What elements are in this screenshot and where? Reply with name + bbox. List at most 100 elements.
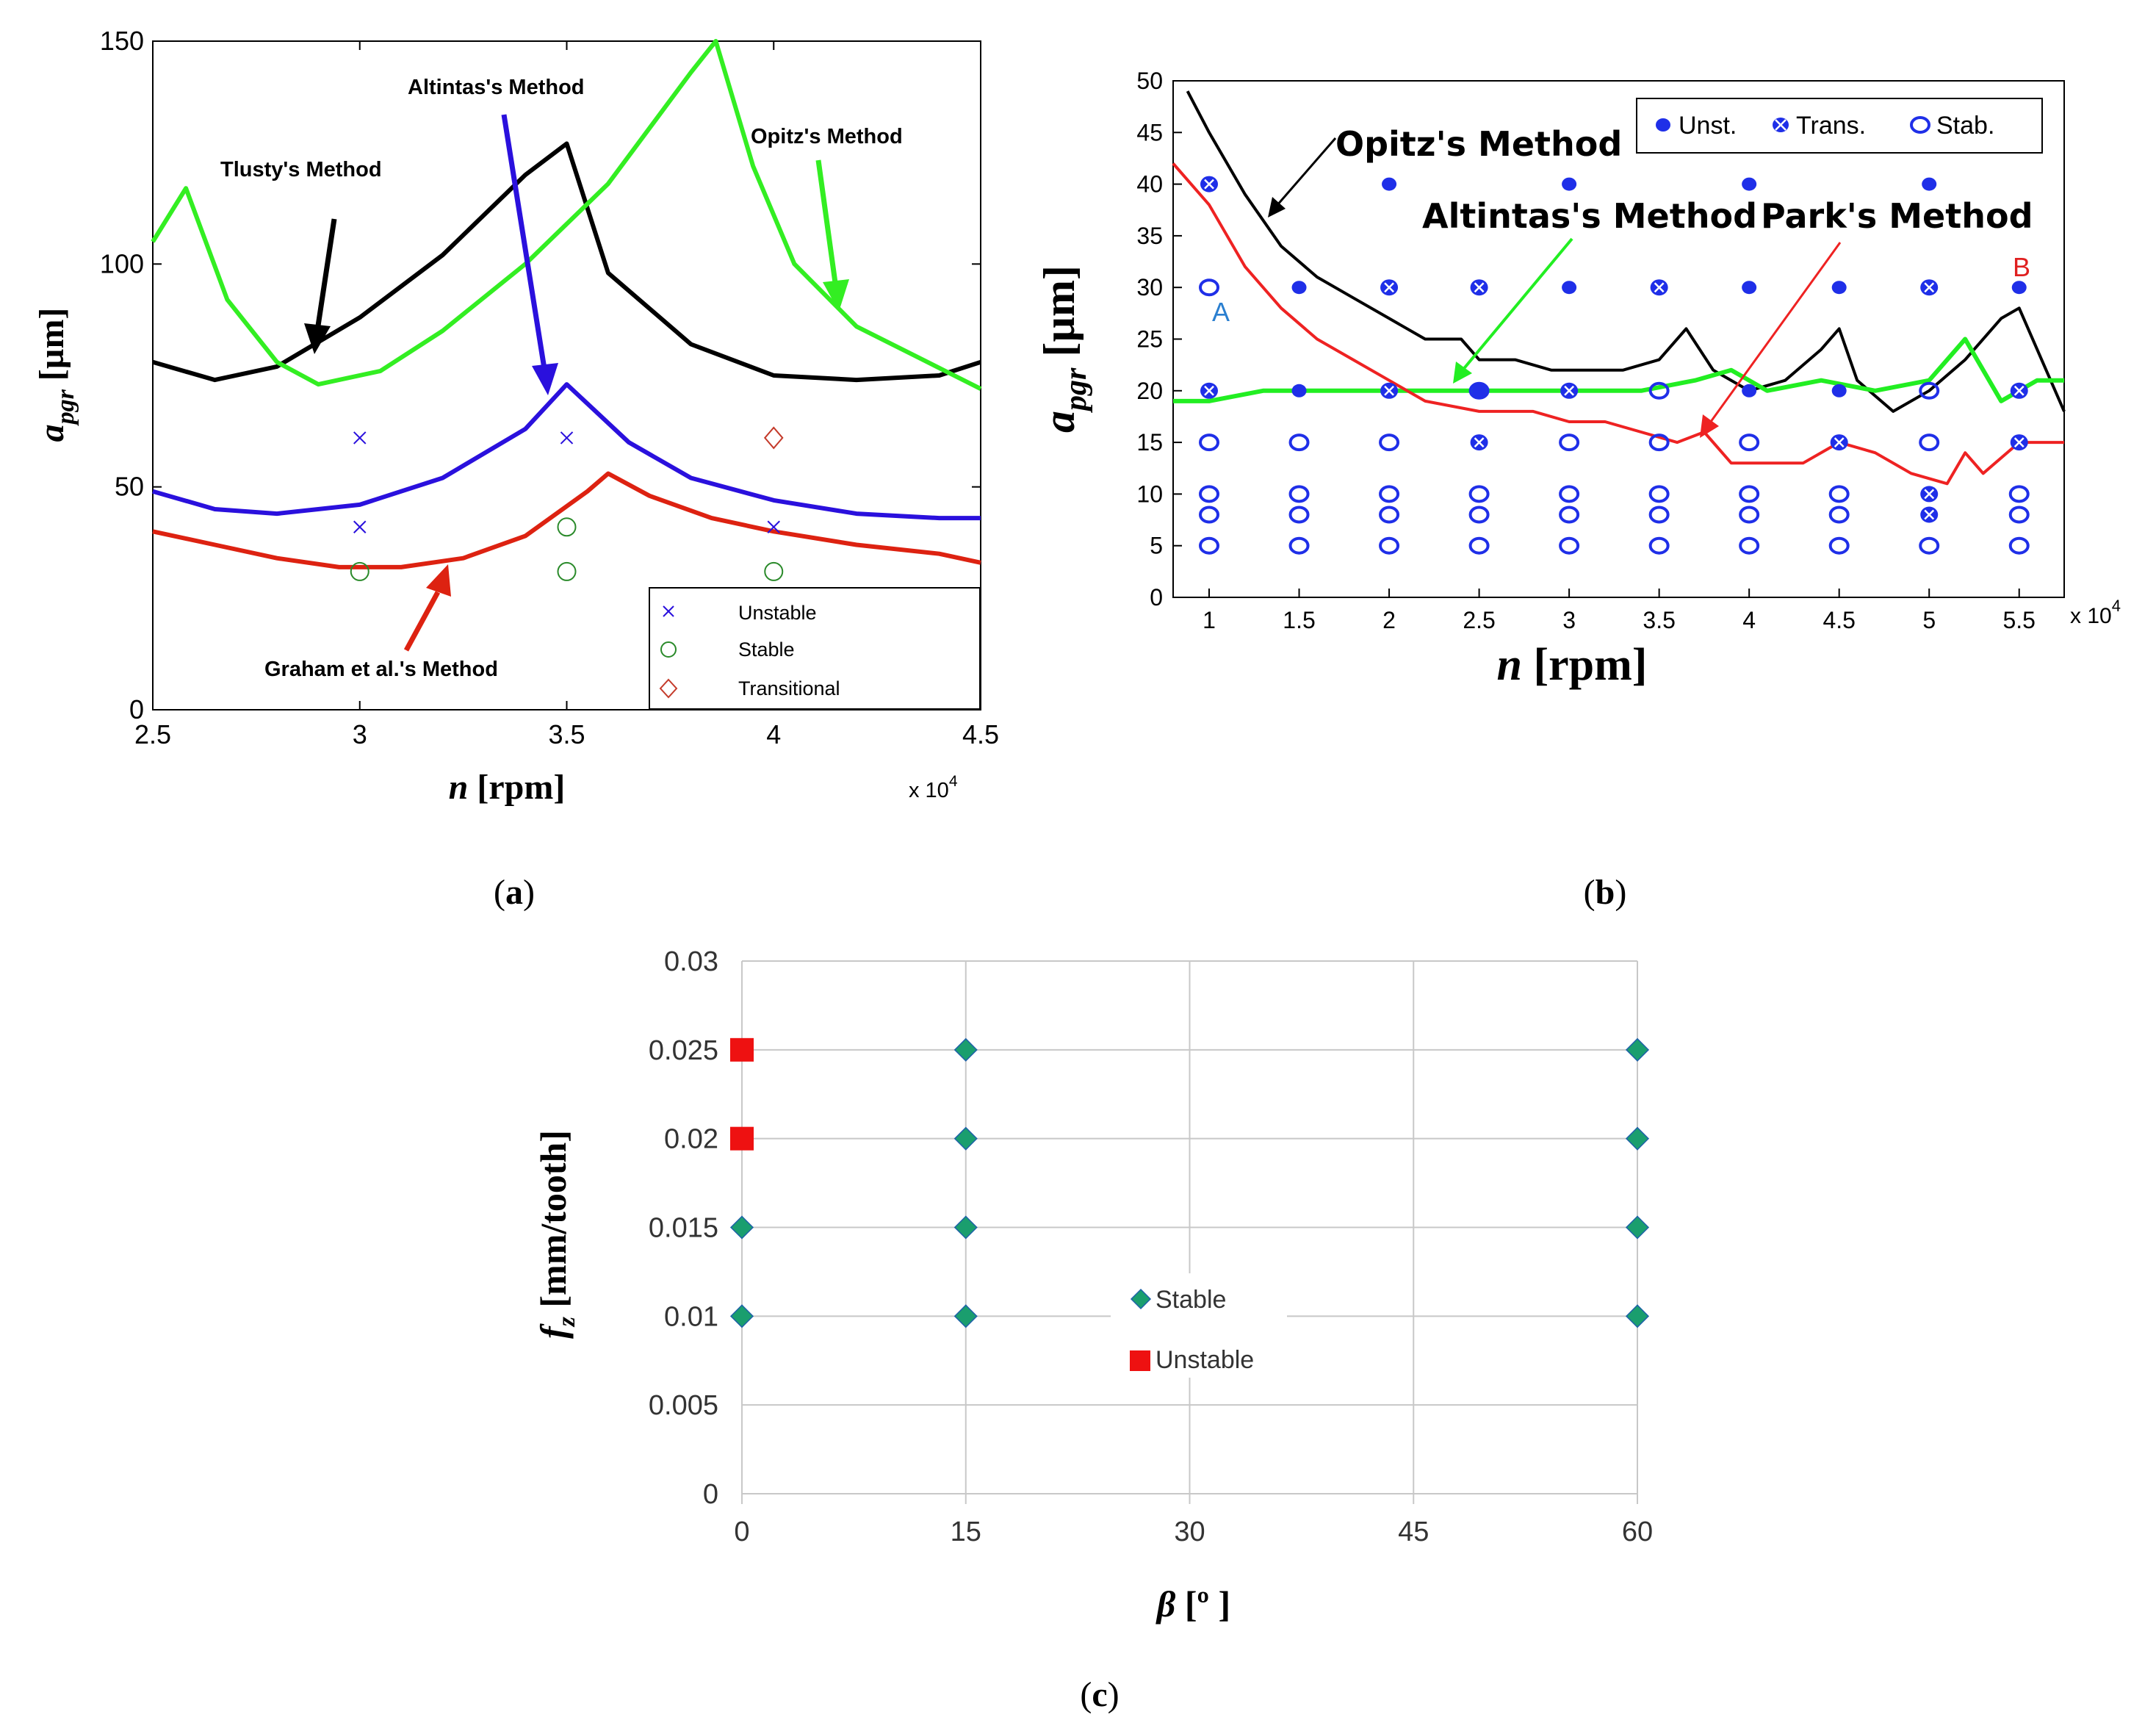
b-xlabel: n [rpm] [1497, 640, 1648, 690]
a-xlabel: n [rpm] [449, 768, 566, 807]
panel-b: 1 1.5 2 2.5 3 3.5 4 4.5 5 5.5 0 5 10 15 20 25 30 35 40 45 50… [1035, 68, 2121, 912]
b-point-unstable [1831, 384, 1847, 397]
b-point-stable [1739, 506, 1760, 524]
b-point-transitional [2010, 382, 2028, 399]
a-annotation-altintas: Altintas's Method [408, 76, 585, 99]
b-point-unstable [1291, 384, 1307, 397]
a-series-line [152, 141, 981, 383]
b-point-transitional [1920, 279, 1939, 296]
a-point-stable [350, 561, 369, 581]
b-legend-box [1636, 98, 2043, 154]
b-ytick-label: 25 [1136, 326, 1163, 353]
a-xtick-label: 2.5 [134, 719, 171, 749]
a-arrow-graham-head [426, 564, 451, 597]
b-point-stable [1648, 536, 1670, 555]
b-point-stable [1379, 434, 1400, 452]
b-point-stable [1468, 381, 1490, 400]
a-legend-transitional-marker [659, 678, 678, 699]
a-legend-transitional-label: Transitional [738, 677, 840, 699]
b-xtick-label: 5 [1922, 607, 1936, 633]
c-legend-stable-marker [1130, 1288, 1152, 1310]
a-ytick-label: 150 [100, 26, 144, 56]
b-point-transitional [2010, 434, 2028, 451]
b-ylabel: apgr [µm] [1035, 265, 1093, 433]
b-ytick-label: 5 [1150, 533, 1163, 559]
c-ytick-label: 0.005 [649, 1390, 718, 1421]
b-ytick-label: 10 [1136, 481, 1163, 507]
b-point-stable [2008, 485, 2030, 503]
a-point-stable [557, 561, 577, 581]
a-xtick-label: 4 [766, 719, 781, 749]
c-point-stable [1625, 1304, 1650, 1328]
c-xtick-label: 15 [951, 1517, 981, 1547]
b-annotation-park: Park's Method [1761, 196, 2033, 236]
b-legend-stab-marker [1910, 116, 1930, 134]
caption-a: (a) [494, 873, 535, 912]
a-series-line [151, 39, 982, 391]
a-point-unstable [353, 431, 367, 445]
b-point-stable [1468, 536, 1490, 555]
b-legend-unst-marker [1656, 118, 1670, 132]
b-xtick-label: 2 [1382, 607, 1396, 633]
b-point-stable [1739, 434, 1760, 452]
b-point-stable [1468, 506, 1490, 524]
a-arrow-altintas [501, 114, 548, 374]
a-x-multiplier: x 104 [909, 773, 958, 802]
a-legend-unstable-marker [663, 605, 674, 617]
a-arrow-opitz [815, 159, 839, 289]
c-ytick-label: 0.01 [664, 1301, 718, 1332]
a-annotation-opitz: Opitz's Method [751, 125, 903, 148]
a-points [350, 426, 784, 581]
b-xtick-label: 4.5 [1822, 607, 1855, 633]
b-legend-trans-marker [1773, 118, 1789, 132]
b-ytick-label: 15 [1136, 429, 1163, 456]
b-point-transitional [1560, 382, 1579, 399]
b-point-transitional [1830, 434, 1848, 451]
a-arrow-graham [403, 591, 441, 652]
b-point-transitional [1650, 279, 1668, 296]
b-annotation-opitz: Opitz's Method [1335, 124, 1622, 164]
a-annotation-tlusty: Tlusty's Method [220, 158, 382, 181]
b-lines [1172, 90, 2066, 486]
b-point-unstable [1382, 177, 1397, 191]
b-point-stable [1648, 506, 1670, 524]
b-point-stable [1648, 485, 1670, 503]
a-xtick-label: 3.5 [548, 719, 585, 749]
b-point-stable [1919, 434, 1940, 452]
b-xtick-label: 3.5 [1643, 607, 1675, 633]
b-point-transitional [1200, 176, 1219, 193]
b-point-stable [1919, 536, 1940, 555]
a-series-line [152, 382, 981, 521]
b-annotation-a: A [1212, 297, 1230, 327]
b-point-unstable [1291, 281, 1307, 295]
b-arrow-park [1707, 242, 1842, 425]
b-ytick-label: 20 [1136, 378, 1163, 404]
b-annotation-b: B [2013, 252, 2030, 282]
c-ytick-label: 0.025 [649, 1035, 718, 1066]
b-arrow-altintas [1460, 237, 1573, 373]
b-xtick-label: 2.5 [1463, 607, 1495, 633]
b-ytick-label: 40 [1136, 171, 1163, 198]
b-xtick-label: 5.5 [2002, 607, 2035, 633]
a-legend-stable-marker [660, 641, 677, 658]
c-ylabel: fz [mm/tooth] [533, 1130, 580, 1339]
b-arrow-park-head [1700, 414, 1719, 438]
c-points [729, 1037, 1650, 1328]
b-point-stable [1559, 536, 1580, 555]
a-legend-box [649, 587, 981, 710]
c-xtick-label: 45 [1398, 1517, 1429, 1547]
a-ticks: 2.5 3 3.5 4 4.5 0 50 100 150 [100, 26, 999, 749]
a-ytick-label: 100 [100, 248, 144, 278]
b-point-stable [1199, 278, 1220, 297]
b-point-transitional [1470, 279, 1488, 296]
b-ytick-label: 30 [1136, 274, 1163, 301]
c-point-unstable [730, 1037, 754, 1062]
b-annotation-altintas: Altintas's Method [1422, 196, 1757, 236]
c-ytick-label: 0.02 [664, 1124, 718, 1155]
b-xtick-label: 4 [1742, 607, 1756, 633]
c-xlabel: β [º ] [1155, 1583, 1230, 1625]
b-point-stable [1379, 536, 1400, 555]
b-xtick-label: 3 [1562, 607, 1576, 633]
b-points [1199, 176, 2030, 555]
b-ytick-label: 0 [1150, 584, 1163, 611]
